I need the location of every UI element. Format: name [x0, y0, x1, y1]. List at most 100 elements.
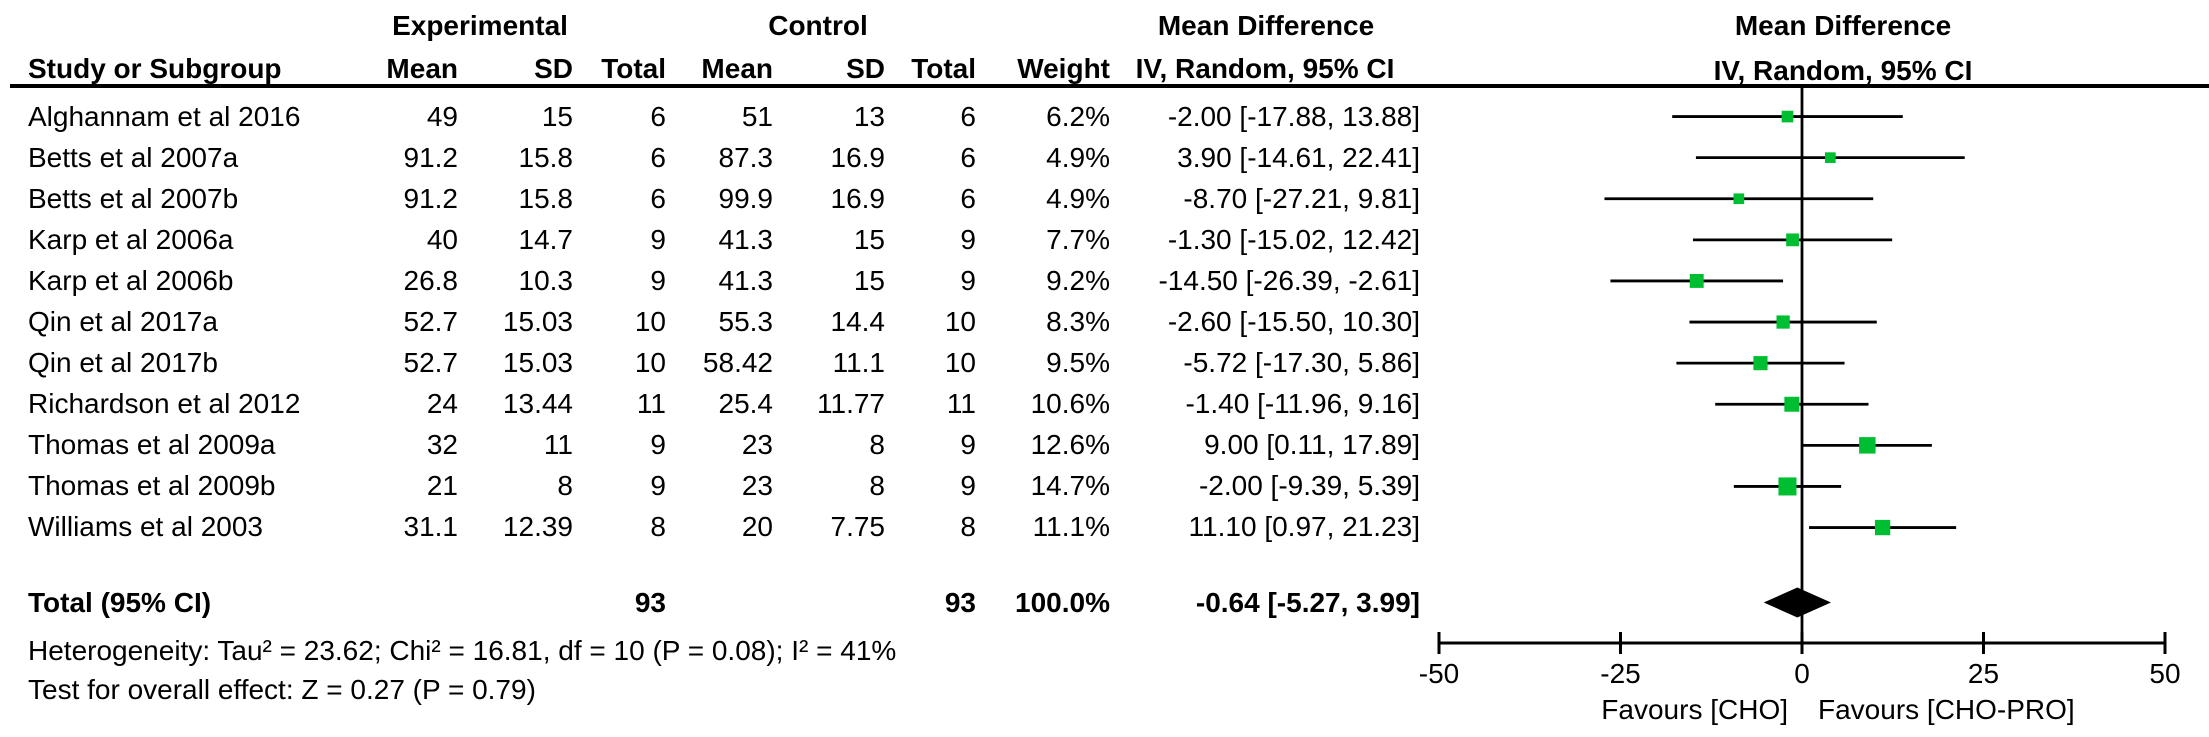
study-name-cell: Thomas et al 2009b — [28, 470, 276, 502]
ctrl-sd-cell: 11.1 — [832, 347, 885, 379]
ci-text-cell: -5.72 [-17.30, 5.86] — [1183, 347, 1420, 379]
ctrl-sd-cell: 8 — [869, 470, 885, 502]
study-name-cell: Qin et al 2017b — [28, 347, 218, 379]
exp-sd-cell: 15.03 — [502, 347, 573, 379]
total-row: Total (95% CI) 93 93 100.0% -0.64 [-5.27… — [0, 582, 1420, 623]
col-header-ctrl-sd: SD — [846, 53, 885, 84]
col-header-exp-mean: Mean — [386, 53, 458, 84]
total-exp-total-cell: 93 — [634, 586, 666, 618]
exp-total-cell: 10 — [634, 306, 666, 338]
exp-sd-cell: 15 — [541, 100, 573, 132]
study-name-cell: Karp et al 2006a — [28, 223, 234, 255]
exp-mean-cell: 91.2 — [403, 182, 459, 214]
study-name-cell: Betts et al 2007a — [28, 141, 239, 173]
table-row: Alghannam et al 2016 49 15 6 51 13 6 6.2… — [0, 96, 1420, 137]
ctrl-total-cell: 10 — [944, 306, 976, 338]
study-name-cell: Thomas et al 2009a — [28, 429, 276, 461]
axis-tick-label: 50 — [2149, 658, 2180, 689]
ctrl-sd-cell: 7.75 — [830, 511, 886, 543]
ci-text-cell: 9.00 [0.11, 17.89] — [1204, 429, 1420, 461]
table-row: Betts et al 2007b 91.2 15.8 6 99.9 16.9 … — [0, 178, 1420, 219]
ctrl-sd-cell: 16.9 — [830, 141, 886, 173]
ctrl-total-cell: 9 — [960, 429, 976, 461]
ci-text-cell: -1.40 [-11.96, 9.16] — [1185, 388, 1420, 420]
weight-cell: 6.2% — [1046, 100, 1110, 132]
exp-sd-cell: 15.03 — [502, 306, 573, 338]
ci-text-cell: -14.50 [-26.39, -2.61] — [1158, 264, 1420, 296]
weight-cell: 4.9% — [1046, 141, 1110, 173]
weight-cell: 9.5% — [1046, 347, 1110, 379]
ctrl-total-cell: 11 — [946, 388, 976, 420]
favours-left-label: Favours [CHO] — [1601, 694, 1788, 725]
ci-text-cell: 11.10 [0.97, 21.23] — [1188, 511, 1420, 543]
ci-text-cell: 3.90 [-14.61, 22.41] — [1177, 141, 1420, 173]
exp-sd-cell: 8 — [557, 470, 573, 502]
exp-mean-cell: 32 — [426, 429, 458, 461]
study-name-cell: Alghannam et al 2016 — [28, 100, 301, 132]
total-weight-cell: 100.0% — [1015, 586, 1110, 618]
exp-total-cell: 6 — [650, 182, 666, 214]
exp-total-cell: 8 — [650, 511, 666, 543]
exp-mean-cell: 21 — [426, 470, 458, 502]
effect-marker — [1824, 152, 1836, 163]
ci-text-cell: -2.00 [-9.39, 5.39] — [1198, 470, 1420, 502]
effect-marker — [1753, 356, 1768, 371]
ctrl-sd-cell: 16.9 — [830, 182, 886, 214]
weight-cell: 4.9% — [1046, 182, 1110, 214]
effect-marker — [1784, 396, 1800, 412]
col-header-ctrl-total: Total — [911, 53, 976, 84]
exp-total-cell: 9 — [650, 429, 666, 461]
table-row: Richardson et al 2012 24 13.44 11 25.4 1… — [0, 384, 1420, 425]
effect-marker — [1874, 519, 1891, 536]
group-header-experimental: Experimental — [392, 10, 568, 41]
table-row: Qin et al 2017a 52.7 15.03 10 55.3 14.4 … — [0, 301, 1420, 342]
exp-mean-cell: 31.1 — [403, 511, 459, 543]
exp-total-cell: 6 — [650, 100, 666, 132]
study-name-cell: Karp et al 2006b — [28, 264, 234, 296]
table-row: Qin et al 2017b 52.7 15.03 10 58.42 11.1… — [0, 343, 1420, 384]
total-label-cell: Total (95% CI) — [28, 586, 212, 618]
ctrl-total-cell: 9 — [960, 223, 976, 255]
ctrl-sd-cell: 15 — [853, 223, 885, 255]
ctrl-mean-cell: 51 — [741, 100, 773, 132]
col-header-ctrl-mean: Mean — [701, 53, 773, 84]
table-row: Betts et al 2007a 91.2 15.8 6 87.3 16.9 … — [0, 137, 1420, 178]
group-header-mean-difference-table: Mean Difference — [1157, 10, 1375, 41]
heterogeneity-note: Heterogeneity: Tau² = 23.62; Chi² = 16.8… — [28, 635, 897, 666]
ctrl-mean-cell: 58.42 — [702, 347, 773, 379]
ctrl-mean-cell: 55.3 — [718, 306, 774, 338]
column-header-row: Study or Subgroup Mean SD Total Mean SD … — [0, 52, 1410, 86]
exp-total-cell: 10 — [634, 347, 666, 379]
effect-marker — [1733, 193, 1745, 205]
weight-cell: 7.7% — [1046, 223, 1110, 255]
effect-marker — [1778, 477, 1797, 496]
ctrl-sd-cell: 14.4 — [830, 306, 886, 338]
weight-cell: 14.7% — [1030, 470, 1110, 502]
axis-tick-label: 0 — [1794, 658, 1810, 689]
exp-total-cell: 9 — [650, 264, 666, 296]
effect-marker — [1786, 233, 1799, 247]
ctrl-total-cell: 9 — [960, 264, 976, 296]
ci-text-cell: -1.30 [-15.02, 12.42] — [1167, 223, 1420, 255]
total-diamond — [1763, 587, 1831, 618]
axis-tick-label: -25 — [1600, 658, 1640, 689]
effect-marker — [1776, 315, 1790, 329]
exp-mean-cell: 26.8 — [403, 264, 459, 296]
ci-text-cell: -8.70 [-27.21, 9.81] — [1183, 182, 1420, 214]
group-header-control: Control — [768, 10, 868, 41]
study-rows: Alghannam et al 2016 49 15 6 51 13 6 6.2… — [0, 96, 1420, 548]
axis-tick-label: 25 — [1968, 658, 1999, 689]
col-header-ci: IV, Random, 95% CI — [1135, 53, 1395, 84]
col-header-exp-total: Total — [601, 53, 666, 84]
weight-cell: 9.2% — [1046, 264, 1110, 296]
effect-marker — [1781, 110, 1794, 123]
ctrl-mean-cell: 87.3 — [718, 141, 774, 173]
exp-total-cell: 11 — [636, 388, 666, 420]
ctrl-total-cell: 6 — [960, 182, 976, 214]
total-ci-cell: -0.64 [-5.27, 3.99] — [1195, 586, 1420, 618]
weight-cell: 8.3% — [1046, 306, 1110, 338]
weight-cell: 10.6% — [1030, 388, 1110, 420]
exp-total-cell: 9 — [650, 223, 666, 255]
